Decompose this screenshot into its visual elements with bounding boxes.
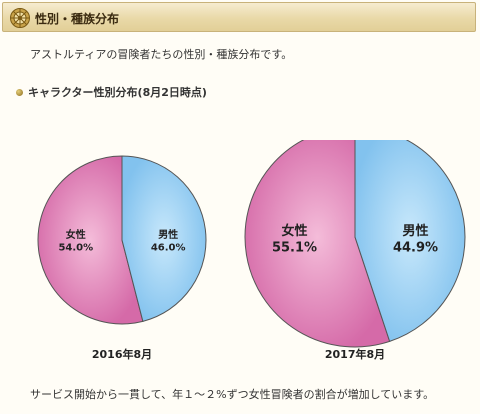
pie-charts: 女性54.0%男性46.0%2016年8月女性55.1%男性44.9%2017年… xyxy=(37,140,466,361)
slice-value-male: 46.0% xyxy=(151,243,186,254)
footer-note: サービス開始から一貫して、年１～２%ずつ女性冒険者の割合が増加しています。 xyxy=(30,388,435,401)
pie-slice-female xyxy=(244,140,391,348)
intro-text: アストルティアの冒険者たちの性別・種族分布です。 xyxy=(30,48,293,61)
chart-subtitle-label: キャラクター性別分布(8月2日時点) xyxy=(28,86,207,99)
slice-label-male: 男性 xyxy=(402,223,428,239)
chart-title: 2016年8月 xyxy=(92,347,152,361)
pie-slice-female xyxy=(37,155,144,325)
pie-slice-male xyxy=(121,155,207,322)
section-header: 性別・種族分布 xyxy=(2,2,476,32)
slice-value-male: 44.9% xyxy=(393,240,438,255)
slice-value-female: 55.1% xyxy=(272,240,317,255)
chart-subtitle: キャラクター性別分布(8月2日時点) xyxy=(16,84,207,100)
pie-slice-male xyxy=(354,140,466,343)
section-title: 性別・種族分布 xyxy=(35,12,120,26)
compass-wheel-icon xyxy=(10,8,30,28)
slice-label-female: 女性 xyxy=(66,228,86,241)
slice-label-male: 男性 xyxy=(158,228,178,241)
slice-value-female: 54.0% xyxy=(58,243,93,254)
chart-title: 2017年8月 xyxy=(325,347,385,361)
slice-label-female: 女性 xyxy=(281,223,307,239)
bullet-icon xyxy=(16,88,23,96)
